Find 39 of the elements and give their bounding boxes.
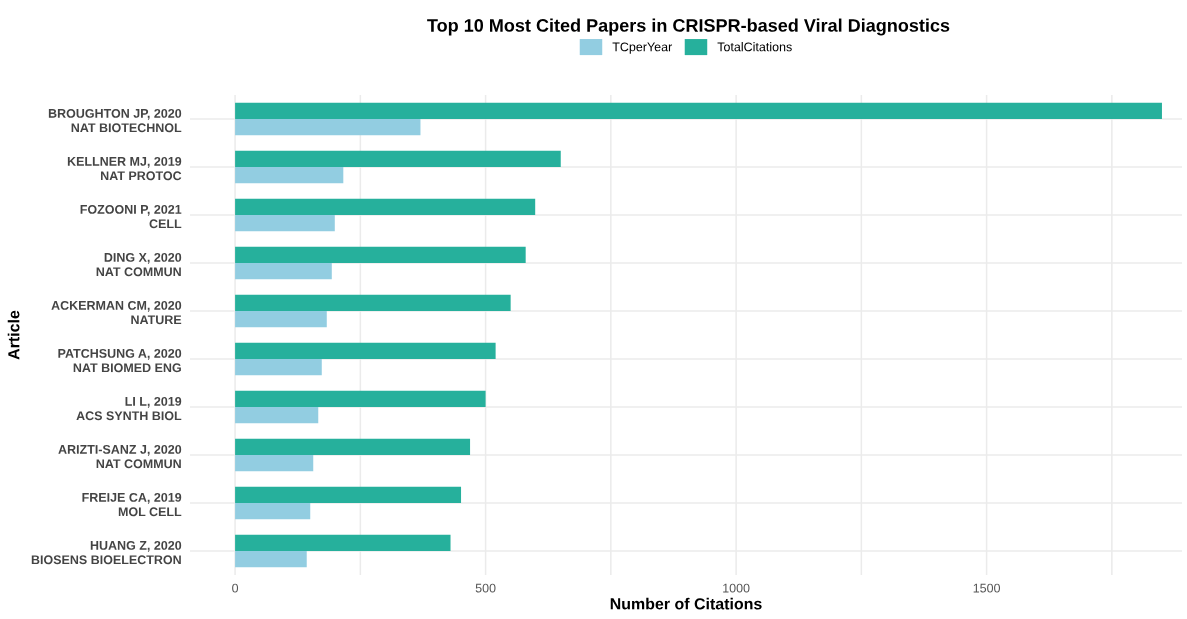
x-tick-label: 1500 — [973, 583, 1001, 593]
bar — [235, 438, 471, 455]
bar — [235, 390, 486, 407]
bar — [235, 294, 511, 311]
bar — [235, 119, 421, 136]
y-tick-label: DING X, 2020 NAT COMMUN — [96, 252, 182, 277]
bar — [235, 359, 322, 376]
bar — [235, 407, 319, 424]
bar — [235, 342, 496, 359]
bar — [235, 167, 344, 184]
y-tick-label: FREIJE CA, 2019 MOL CELL — [82, 492, 182, 517]
y-tick-label: KELLNER MJ, 2019 NAT PROTOC — [67, 156, 182, 181]
bar — [235, 486, 462, 503]
bar — [235, 198, 536, 215]
legend-label: TotalCitations — [717, 42, 792, 52]
y-tick-label: LI L, 2019 ACS SYNTH BIOL — [76, 396, 182, 421]
bar — [235, 534, 451, 551]
bar — [235, 246, 526, 263]
bar — [235, 311, 327, 328]
y-tick-label: BROUGHTON JP, 2020 NAT BIOTECHNOL — [48, 108, 182, 133]
x-tick-label: 0 — [232, 583, 239, 593]
y-tick-label: FOZOONI P, 2021 CELL — [80, 204, 182, 229]
y-tick-label: HUANG Z, 2020 BIOSENS BIOELECTRON — [31, 540, 182, 565]
bar — [235, 455, 314, 472]
bar — [235, 551, 307, 568]
y-tick-label: PATCHSUNG A, 2020 NAT BIOMED ENG — [58, 348, 182, 373]
x-axis-title: Number of Citations — [610, 597, 762, 610]
y-axis-title: Article — [7, 310, 20, 360]
bar — [235, 503, 311, 520]
x-tick-label: 1000 — [723, 583, 750, 593]
legend-label: TCperYear — [612, 42, 673, 54]
bar — [235, 102, 1162, 119]
bar — [235, 215, 335, 232]
bar — [235, 150, 561, 167]
y-tick-label: ARIZTI-SANZ J, 2020 NAT COMMUN — [58, 444, 182, 469]
y-tick-label: ACKERMAN CM, 2020 NATURE — [51, 300, 182, 325]
x-tick-label: 500 — [475, 583, 496, 593]
chart-title: Top 10 Most Cited Papers in CRISPR-based Viral Diagnostics — [427, 18, 950, 36]
bar — [235, 263, 332, 280]
